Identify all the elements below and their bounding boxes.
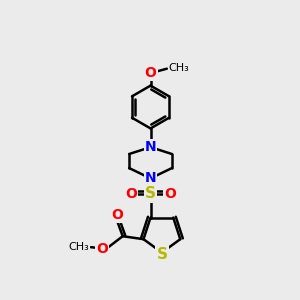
Text: N: N	[145, 171, 156, 185]
Text: O: O	[111, 208, 123, 221]
Text: S: S	[156, 247, 167, 262]
Text: N: N	[145, 140, 156, 154]
Text: O: O	[125, 187, 137, 201]
Text: S: S	[145, 186, 156, 201]
Text: CH₃: CH₃	[168, 63, 189, 73]
Text: O: O	[145, 66, 157, 80]
Text: O: O	[96, 242, 108, 256]
Text: O: O	[164, 187, 176, 201]
Text: CH₃: CH₃	[69, 242, 89, 252]
